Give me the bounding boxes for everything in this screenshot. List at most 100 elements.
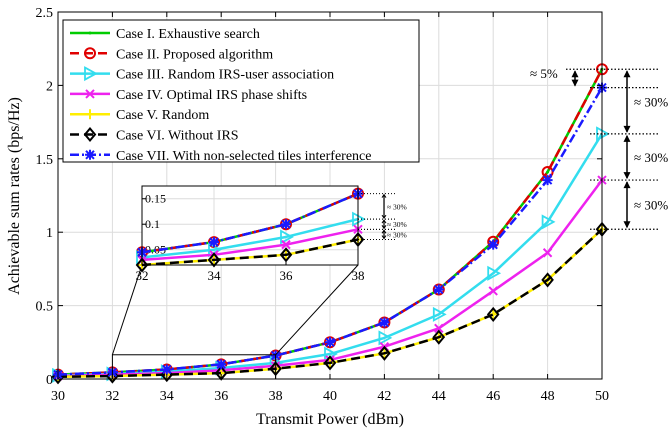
series-3-point — [541, 214, 556, 230]
inset-series-line-4 — [141, 228, 359, 262]
legend-marker-2 — [84, 47, 96, 60]
series-3-point — [378, 330, 393, 346]
inset-bracket-arrow — [381, 229, 387, 240]
inset-x-tick-label: 32 — [136, 268, 149, 283]
x-tick-label: 44 — [432, 389, 446, 404]
zoom-connector — [275, 264, 359, 356]
series-5-point — [488, 309, 499, 320]
series-7-point — [488, 239, 499, 250]
zoom-region — [111, 354, 277, 380]
main-series — [51, 63, 610, 385]
inset-series-6-point — [135, 257, 149, 273]
x-tick-label: 34 — [160, 389, 174, 404]
x-tick-label: 48 — [541, 389, 555, 404]
annotation-label: ≈ 30% — [634, 198, 668, 213]
series-7-point — [325, 337, 335, 348]
annotation-label: ≈ 5% — [530, 66, 558, 81]
series-line-6 — [57, 228, 603, 379]
annotation-arrowhead — [623, 172, 631, 180]
legend-marker-3 — [84, 66, 98, 82]
series-3-point — [432, 306, 447, 322]
zoom-connector — [111, 264, 143, 355]
main-ticks: 30 32 34 36 38 40 42 44 46 48 50 0 0.5 1 1.5 2 2.5 — [36, 6, 610, 404]
annotation-arrowhead — [623, 181, 631, 189]
zoom-lines — [111, 264, 359, 380]
y-tick-label: 1 — [46, 226, 53, 241]
annotation-label: ≈ 30% — [634, 95, 668, 110]
legend-box — [62, 19, 420, 163]
series-7-point — [379, 317, 390, 328]
annotation-arrowhead — [623, 134, 631, 142]
legend-marker-5 — [85, 109, 95, 120]
inset-y-tick-label: 0.15 — [145, 192, 166, 206]
legend-label-3: Case III. Random IRS-user association — [116, 68, 334, 83]
series-7-point — [433, 284, 444, 295]
inset-annotation: ≈ 30% — [387, 220, 407, 229]
x-tick-label: 30 — [51, 389, 65, 404]
legend-marker-6 — [83, 126, 97, 143]
annotation-arrowhead — [571, 70, 579, 78]
series-6-point — [432, 329, 446, 345]
annotation-arrowhead — [571, 79, 579, 87]
series-3-point — [487, 265, 502, 281]
legend-marker-4 — [85, 89, 95, 99]
series-6-point — [323, 355, 337, 371]
series-7-point — [161, 364, 172, 375]
inset-bracket-arrow — [381, 193, 387, 220]
inset-x-tick-label: 36 — [280, 268, 294, 283]
legend: Case I. Exhaustive search Case II. Propos… — [62, 19, 420, 164]
inset-series-line-7 — [141, 192, 359, 254]
annotations: ≈ 5% ≈ 30% ≈ 30% ≈ 30% — [530, 66, 668, 230]
inset-annotation: ≈ 30% — [387, 202, 407, 211]
inset-series-4-point — [281, 239, 291, 250]
series-6-point — [541, 272, 554, 288]
y-tick-label: 1.5 — [36, 153, 54, 168]
x-tick-label: 38 — [269, 389, 283, 404]
series-4-point — [434, 323, 444, 334]
y-tick-label: 2 — [46, 79, 53, 94]
x-tick-label: 40 — [323, 389, 337, 404]
x-axis-label: Transmit Power (dBm) — [256, 411, 404, 428]
x-tick-label: 42 — [377, 389, 391, 404]
inset-series-line-3 — [141, 217, 359, 259]
inset-series-6-point — [279, 247, 293, 263]
inset-frame — [141, 185, 359, 266]
legend-label-5: Case V. Random — [116, 108, 209, 123]
series-7-point — [216, 359, 227, 370]
inset-x-tick-label: 34 — [208, 268, 222, 283]
series-7-point — [542, 175, 553, 186]
annotation-arrowhead — [623, 221, 631, 229]
series-1-point — [546, 170, 550, 174]
series-6-point — [486, 306, 500, 322]
legend-marker-7 — [85, 149, 95, 160]
legend-label-1: Case I. Exhaustive search — [116, 27, 260, 42]
x-tick-label: 46 — [486, 389, 500, 404]
series-4-point — [542, 248, 553, 258]
legend-marker-1 — [88, 31, 92, 35]
legend-label-4: Case IV. Optimal IRS phase shifts — [116, 88, 307, 103]
inset-series-7-point — [281, 219, 291, 230]
inset-bracket-arrow — [381, 219, 387, 230]
series-6-point — [106, 368, 119, 384]
inset-x-tick-label: 38 — [352, 268, 365, 283]
inset-annotation: ≈ 30% — [387, 230, 407, 239]
inset-series-3-point — [280, 229, 294, 245]
inset-series-7-point — [209, 237, 219, 248]
y-axis-label: Achievable sum rates (bps/Hz) — [6, 97, 23, 295]
x-tick-label: 36 — [214, 389, 228, 404]
legend-label-6: Case VI. Without IRS — [116, 129, 239, 144]
inset-series-line-6 — [141, 238, 359, 267]
legend-label-7: Case VII. With non-selected tiles interf… — [116, 149, 372, 164]
y-tick-label: 0 — [46, 373, 53, 388]
legend-label-2: Case II. Proposed algorithm — [116, 47, 273, 62]
annotation-arrowhead — [623, 125, 631, 133]
inset-series-6-point — [207, 252, 221, 268]
annotation-arrowhead — [623, 70, 631, 78]
x-tick-label: 50 — [595, 389, 609, 404]
y-tick-label: 0.5 — [36, 300, 54, 315]
series-6-point — [378, 345, 391, 361]
series-4-point — [488, 286, 498, 296]
x-tick-label: 32 — [105, 389, 119, 404]
y-tick-label: 2.5 — [36, 6, 54, 21]
